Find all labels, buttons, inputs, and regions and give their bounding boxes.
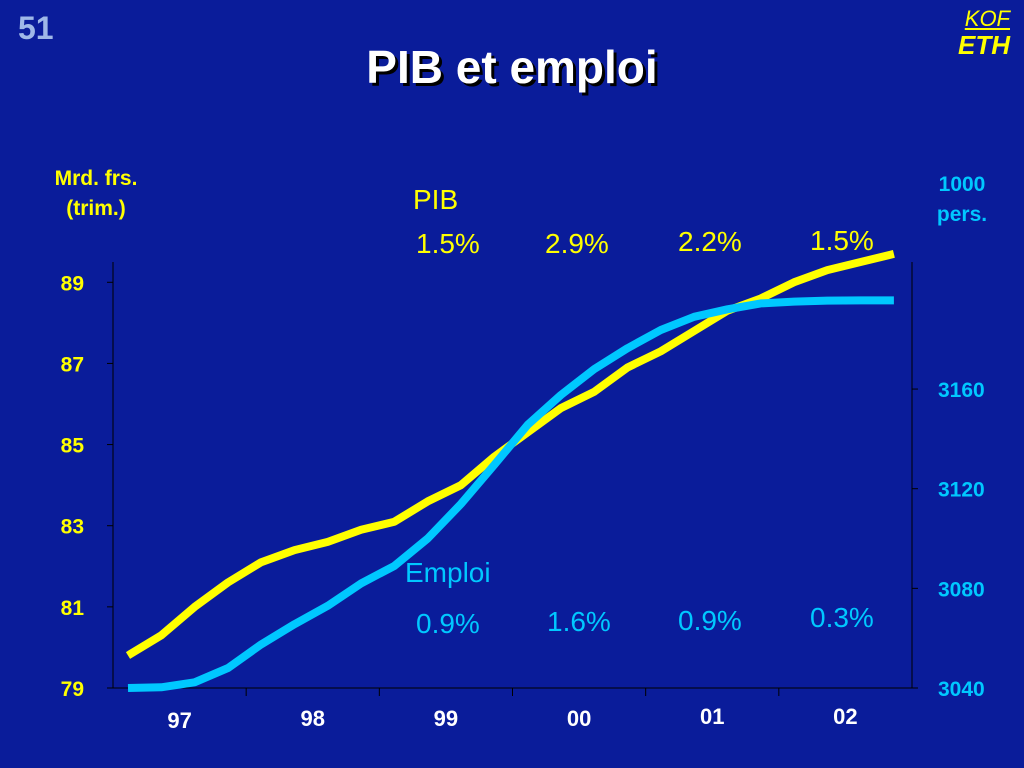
emploi-growth-3: 0.9% bbox=[678, 605, 742, 636]
pib-growth-1: 1.5% bbox=[416, 228, 480, 259]
left-tick-label: 85 bbox=[61, 435, 85, 458]
right-tick-label: 3080 bbox=[938, 578, 985, 601]
x-tick-label: 00 bbox=[567, 706, 591, 731]
right-axis-unit: 1000 pers. bbox=[912, 170, 1012, 230]
emploi-series-line bbox=[127, 296, 894, 692]
logo-kof: KOF bbox=[964, 6, 1010, 31]
pib-series-line bbox=[125, 250, 895, 659]
emploi-growth-2: 1.6% bbox=[547, 606, 611, 637]
left-axis-unit-line2: (trim.) bbox=[66, 197, 126, 220]
emploi-growth-1: 0.9% bbox=[416, 608, 480, 639]
slide-number: 51 bbox=[18, 10, 54, 46]
x-tick-label: 99 bbox=[434, 706, 458, 731]
x-tick-label: 01 bbox=[700, 704, 724, 729]
pib-growth-4: 1.5% bbox=[810, 225, 874, 256]
right-tick-label: 3160 bbox=[938, 379, 985, 402]
emploi-growth-4: 0.3% bbox=[810, 602, 874, 633]
x-tick-label: 02 bbox=[833, 704, 857, 729]
left-tick-label: 79 bbox=[61, 678, 84, 701]
pib-series-label: PIB bbox=[413, 184, 459, 215]
left-axis-unit: Mrd. frs. (trim.) bbox=[32, 164, 160, 224]
emploi-series-label: Emploi bbox=[405, 557, 491, 588]
right-tick-label: 3120 bbox=[938, 479, 985, 502]
x-tick-label: 97 bbox=[167, 708, 191, 733]
left-tick-label: 81 bbox=[61, 597, 85, 620]
chart-title: PIB et emploi bbox=[366, 41, 658, 93]
right-axis-unit-line2: pers. bbox=[936, 203, 988, 226]
pib-growth-3: 2.2% bbox=[678, 226, 742, 257]
pib-growth-2: 2.9% bbox=[545, 228, 609, 259]
left-tick-label: 89 bbox=[61, 272, 84, 295]
x-tick-label: 98 bbox=[301, 706, 325, 731]
left-tick-label: 83 bbox=[61, 516, 84, 539]
left-axis-unit-line1: Mrd. frs. bbox=[54, 167, 138, 190]
right-tick-label: 3040 bbox=[938, 678, 985, 701]
kof-eth-logo: KOF ETH bbox=[958, 6, 1010, 58]
logo-eth: ETH bbox=[958, 30, 1010, 60]
left-tick-label: 87 bbox=[61, 353, 84, 376]
right-axis-unit-line1: 1000 bbox=[938, 173, 986, 196]
